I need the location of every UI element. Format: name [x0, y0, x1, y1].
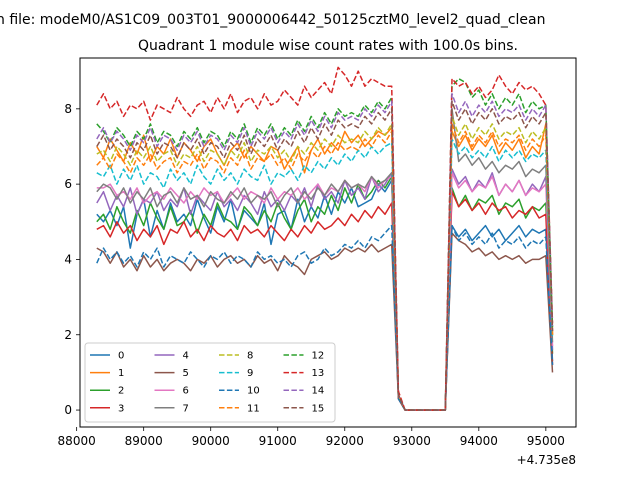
- series-line-14: [96, 93, 554, 411]
- legend-frame: [84, 342, 336, 423]
- y-tick-label: 2: [64, 328, 72, 342]
- legend-label: 4: [183, 351, 189, 362]
- legend-label: 5: [183, 368, 189, 379]
- x-axis: 88000 89000 90000 91000 92000 93000 94000 95000: [58, 427, 565, 448]
- legend-label: 9: [247, 368, 253, 379]
- x-tick-label: 90000: [192, 434, 230, 448]
- series-line-9: [96, 138, 554, 411]
- legend-label: 14: [312, 386, 325, 397]
- series-line-7: [96, 108, 554, 411]
- legend-label: 8: [247, 351, 253, 362]
- y-tick-label: 8: [64, 102, 72, 116]
- x-offset-label: +4.735e8: [517, 453, 576, 467]
- legend-label: 11: [247, 403, 260, 414]
- x-tick-label: 91000: [259, 434, 297, 448]
- legend-label: 13: [312, 368, 325, 379]
- x-tick-label: 93000: [393, 434, 431, 448]
- figure-suptitle: n file: modeM0/AS1C09_003T01_9000006442_…: [0, 12, 545, 28]
- series-line-10: [96, 224, 554, 411]
- y-tick-label: 0: [64, 403, 72, 417]
- legend-label: 2: [118, 386, 124, 397]
- series-line-13: [96, 66, 554, 411]
- legend-label: 15: [312, 403, 325, 414]
- legend-label: 6: [183, 386, 189, 397]
- plot-series-group: [96, 66, 554, 411]
- series-line-3: [96, 190, 554, 411]
- series-line-15: [96, 100, 554, 411]
- x-tick-label: 92000: [326, 434, 364, 448]
- series-line-4: [96, 168, 554, 411]
- series-line-5: [96, 232, 554, 411]
- legend-label: 7: [183, 403, 189, 414]
- series-line-8: [96, 115, 554, 411]
- x-tick-label: 94000: [460, 434, 498, 448]
- y-axis: 0 2 4 6 8: [64, 102, 80, 417]
- x-tick-label: 89000: [125, 434, 163, 448]
- x-tick-label: 95000: [527, 434, 565, 448]
- legend-label: 0: [118, 351, 124, 362]
- series-line-1: [96, 123, 554, 411]
- legend-label: 12: [312, 351, 325, 362]
- y-tick-label: 4: [64, 252, 72, 266]
- legend-label: 10: [247, 386, 260, 397]
- x-tick-label: 88000: [58, 434, 96, 448]
- legend-label: 1: [118, 368, 124, 379]
- series-line-11: [96, 123, 554, 411]
- legend-label: 3: [118, 403, 124, 414]
- series-line-2: [96, 175, 554, 411]
- axes-title: Quadrant 1 module wise count rates with …: [138, 38, 518, 54]
- y-tick-label: 6: [64, 177, 72, 191]
- axes-frame: [79, 57, 577, 428]
- series-line-12: [96, 77, 554, 411]
